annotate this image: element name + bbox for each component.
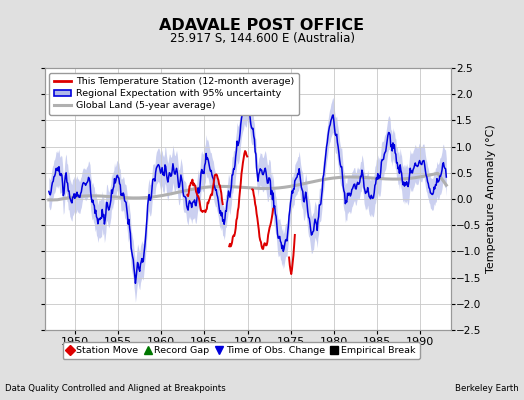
Text: Data Quality Controlled and Aligned at Breakpoints: Data Quality Controlled and Aligned at B… [5, 384, 226, 393]
Text: ADAVALE POST OFFICE: ADAVALE POST OFFICE [159, 18, 365, 33]
Text: 25.917 S, 144.600 E (Australia): 25.917 S, 144.600 E (Australia) [169, 32, 355, 45]
Text: Berkeley Earth: Berkeley Earth [455, 384, 519, 393]
Legend: This Temperature Station (12-month average), Regional Expectation with 95% uncer: This Temperature Station (12-month avera… [49, 73, 299, 115]
Legend: Station Move, Record Gap, Time of Obs. Change, Empirical Break: Station Move, Record Gap, Time of Obs. C… [62, 342, 420, 359]
Y-axis label: Temperature Anomaly (°C): Temperature Anomaly (°C) [486, 125, 496, 273]
